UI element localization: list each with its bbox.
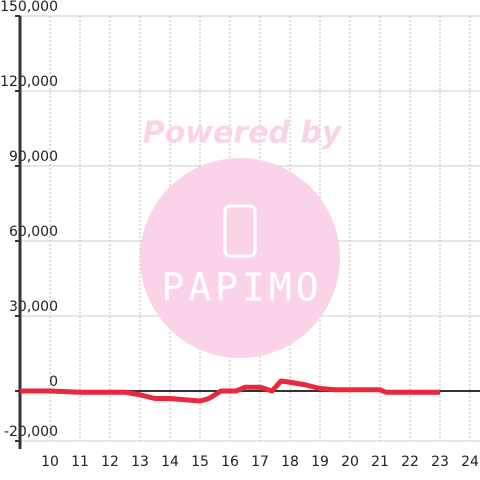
x-tick-label: 14 bbox=[161, 454, 179, 470]
series-line bbox=[20, 378, 440, 404]
y-tick-label: 30,000 bbox=[9, 299, 58, 315]
x-tick-label: 19 bbox=[311, 454, 329, 470]
x-tick-label: 20 bbox=[341, 454, 359, 470]
x-tick-label: 24 bbox=[461, 454, 479, 470]
x-tick-label: 21 bbox=[371, 454, 389, 470]
y-tick-label: 120,000 bbox=[0, 74, 58, 90]
x-tick-label: 18 bbox=[281, 454, 299, 470]
y-tick-label: -20,000 bbox=[4, 424, 58, 440]
x-tick-label: 16 bbox=[221, 454, 239, 470]
x-tick-label: 11 bbox=[71, 454, 89, 470]
watermark-icon bbox=[223, 204, 257, 258]
y-tick-label: 0 bbox=[49, 374, 58, 390]
y-tick-label: 90,000 bbox=[9, 149, 58, 165]
y-tick-label: 150,000 bbox=[0, 0, 58, 15]
x-tick-label: 13 bbox=[131, 454, 149, 470]
x-tick-label: 17 bbox=[251, 454, 269, 470]
x-tick-label: 10 bbox=[41, 454, 59, 470]
watermark-text: Powered by bbox=[143, 116, 343, 151]
x-tick-label: 22 bbox=[401, 454, 419, 470]
x-tick-label: 15 bbox=[191, 454, 209, 470]
x-tick-label: 12 bbox=[101, 454, 119, 470]
x-tick-label: 23 bbox=[431, 454, 449, 470]
y-tick-label: 60,000 bbox=[9, 224, 58, 240]
watermark-logo: PAPIMO bbox=[161, 266, 322, 310]
watermark-circle bbox=[140, 158, 340, 358]
